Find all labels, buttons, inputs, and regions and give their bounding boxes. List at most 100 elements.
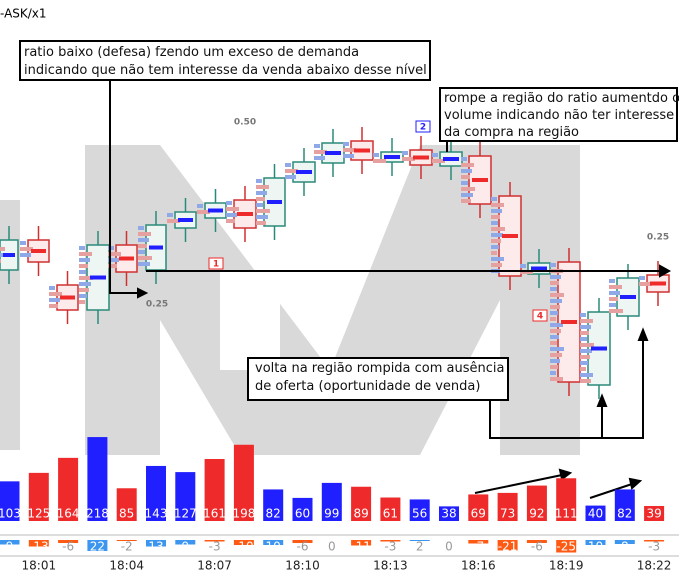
x-tick-label: 18:16 bbox=[461, 559, 496, 573]
volume-label: 82 bbox=[266, 507, 281, 521]
delta-bar bbox=[263, 540, 284, 545]
footprint-bar bbox=[138, 256, 152, 260]
footprint-bar bbox=[285, 175, 296, 179]
delta-bar bbox=[0, 540, 20, 545]
footprint-bar bbox=[491, 197, 497, 201]
footprint-bar bbox=[609, 285, 622, 289]
delta-label: -13 bbox=[29, 540, 49, 554]
volume-label: 38 bbox=[441, 507, 456, 521]
volume-label: 82 bbox=[617, 507, 632, 521]
footprint-bar bbox=[373, 159, 386, 163]
footprint-bar bbox=[491, 245, 499, 249]
footprint-bar bbox=[197, 204, 203, 208]
delta-label: -11 bbox=[351, 540, 371, 554]
marker-label: 0.50 bbox=[234, 118, 256, 128]
delta-label: 13 bbox=[148, 540, 163, 554]
delta-label: 8 bbox=[621, 540, 629, 554]
poc bbox=[443, 157, 459, 161]
volume-bar bbox=[351, 486, 372, 521]
volume-label: 60 bbox=[295, 507, 310, 521]
candles bbox=[0, 127, 670, 399]
footprint-bar bbox=[314, 144, 320, 148]
volume-label: 103 bbox=[0, 507, 21, 521]
annotation-text: volume indicando não ter interesse bbox=[444, 108, 674, 123]
footprint-bar bbox=[197, 210, 210, 214]
delta-label: -21 bbox=[498, 540, 518, 554]
footprint-bar bbox=[580, 349, 592, 353]
footprint-bar bbox=[461, 157, 467, 161]
footprint-bar bbox=[256, 185, 269, 189]
x-tick-label: 18:22 bbox=[637, 559, 672, 573]
footprint-bar bbox=[461, 175, 470, 179]
footprint-bar bbox=[226, 207, 239, 211]
delta-label: -2 bbox=[121, 540, 133, 554]
footprint-bar bbox=[226, 201, 232, 205]
footprint-bar bbox=[79, 264, 88, 268]
volume-bar bbox=[556, 478, 577, 521]
poc bbox=[620, 295, 636, 299]
volume-label: 61 bbox=[383, 507, 398, 521]
footprint-bar bbox=[461, 169, 472, 173]
footprint-bar bbox=[0, 247, 5, 251]
volume-label: 73 bbox=[500, 507, 515, 521]
footprint-bar bbox=[0, 259, 1, 263]
footprint-bar bbox=[256, 191, 267, 195]
footprint-bar bbox=[550, 317, 556, 321]
footprint-bar bbox=[550, 305, 560, 309]
footprint-bar bbox=[550, 377, 563, 381]
volume-bar bbox=[175, 472, 196, 521]
footprint-bar bbox=[20, 253, 31, 257]
footprint-bar bbox=[79, 252, 92, 256]
poc bbox=[90, 275, 106, 280]
footprint-bar bbox=[49, 304, 58, 308]
annotation-text: rompe a região do ratio aumentdo o bbox=[444, 91, 679, 106]
footprint-bar bbox=[79, 300, 85, 304]
marker-box bbox=[415, 120, 431, 133]
volume-label: 164 bbox=[57, 507, 80, 521]
footprint-bar bbox=[226, 219, 235, 223]
footprint-bar bbox=[491, 251, 497, 255]
footprint-bar bbox=[520, 264, 526, 268]
footprint-bar bbox=[79, 258, 90, 262]
x-tick-label: 18:01 bbox=[22, 559, 57, 573]
delta-label: 10 bbox=[266, 540, 281, 554]
footprint-bar bbox=[491, 263, 502, 267]
footprint-bar bbox=[79, 288, 89, 292]
volume-label: 111 bbox=[555, 507, 578, 521]
delta-bar bbox=[58, 540, 79, 543]
poc bbox=[384, 155, 400, 159]
poc bbox=[178, 218, 193, 222]
delta-bar bbox=[116, 540, 137, 541]
footprint-bar bbox=[432, 153, 438, 157]
poc bbox=[325, 151, 341, 155]
annotation-text: da compra na região bbox=[444, 125, 579, 140]
footprint-bar bbox=[314, 156, 325, 160]
delta-label: 10 bbox=[588, 540, 603, 554]
footprint-bar bbox=[79, 276, 93, 280]
delta-bar bbox=[351, 540, 372, 546]
footprint-bar bbox=[226, 213, 237, 217]
poc bbox=[650, 281, 666, 286]
marker-label: 1 bbox=[213, 260, 219, 270]
footprint-bar bbox=[609, 291, 620, 295]
x-tick-label: 18:04 bbox=[109, 559, 144, 573]
marker-label: 2 bbox=[420, 123, 426, 133]
footprint-bar bbox=[580, 361, 588, 365]
footprint-bar bbox=[491, 257, 504, 261]
x-tick-label: 18:07 bbox=[197, 559, 232, 573]
footprint-bar bbox=[550, 293, 564, 297]
volume-bar bbox=[526, 485, 547, 521]
annotation-box: volta na região rompida com ausência de … bbox=[247, 357, 509, 401]
footprint-bar bbox=[108, 258, 119, 262]
poc bbox=[208, 208, 223, 213]
delta-bar bbox=[468, 540, 489, 544]
delta-label: -3 bbox=[209, 540, 221, 554]
volume-bar bbox=[497, 492, 518, 521]
poc bbox=[237, 212, 253, 216]
poc bbox=[531, 266, 547, 271]
x-tick-label: 18:13 bbox=[373, 559, 408, 573]
x-tick-label: 18:19 bbox=[549, 559, 584, 573]
footprint-bar bbox=[256, 215, 268, 219]
footprint-bar bbox=[580, 331, 589, 335]
annotation-text: volta na região rompida com ausência bbox=[255, 361, 505, 376]
